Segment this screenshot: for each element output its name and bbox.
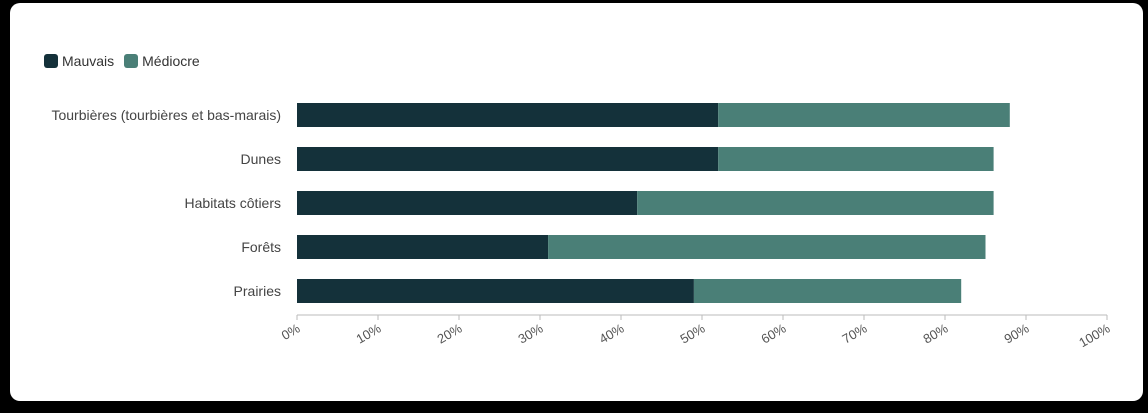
legend-item-mauvais[interactable]: Mauvais [44,53,114,69]
x-tick-label-4: 40% [596,320,626,346]
x-tick-label-10: 100% [1076,320,1113,350]
bar-mauvais-habitats-cotiers[interactable] [297,191,638,215]
category-label-prairies: Prairies [234,283,281,299]
x-tick-label-8: 80% [920,320,950,346]
bar-mediocre-dunes[interactable] [718,147,994,171]
bar-mediocre-prairies[interactable] [693,279,962,303]
category-label-forets: Forêts [241,239,281,255]
bar-mediocre-habitats-cotiers[interactable] [637,191,994,215]
bar-mediocre-tourbieres-tourbieres-et-bas-marais[interactable] [718,103,1010,127]
legend-swatch-mauvais [44,54,58,68]
category-label-tourbieres-tourbieres-et-bas-marais: Tourbières (tourbières et bas-marais) [51,107,281,123]
x-tick-label-7: 70% [839,320,869,346]
category-label-habitats-cotiers: Habitats côtiers [185,195,281,211]
chart-legend: Mauvais Médiocre [44,53,200,69]
x-tick-label-6: 60% [758,320,788,346]
x-tick-label-1: 10% [353,320,383,346]
legend-label-mauvais: Mauvais [62,53,115,69]
x-tick-label-2: 20% [434,320,464,346]
x-tick-label-0: 0% [279,320,303,343]
bar-mauvais-dunes[interactable] [297,147,719,171]
x-tick-label-3: 30% [515,320,545,346]
x-tick-label-5: 50% [677,320,707,346]
legend-item-mediocre[interactable]: Médiocre [124,53,200,69]
bar-mauvais-tourbieres-tourbieres-et-bas-marais[interactable] [297,103,719,127]
bar-mauvais-forets[interactable] [297,235,549,259]
category-label-dunes: Dunes [241,151,281,167]
bar-mediocre-forets[interactable] [548,235,986,259]
legend-swatch-mediocre [124,54,139,68]
bar-mauvais-prairies[interactable] [297,279,694,303]
x-tick-label-9: 90% [1001,320,1031,346]
legend-label-mediocre: Médiocre [142,53,200,69]
